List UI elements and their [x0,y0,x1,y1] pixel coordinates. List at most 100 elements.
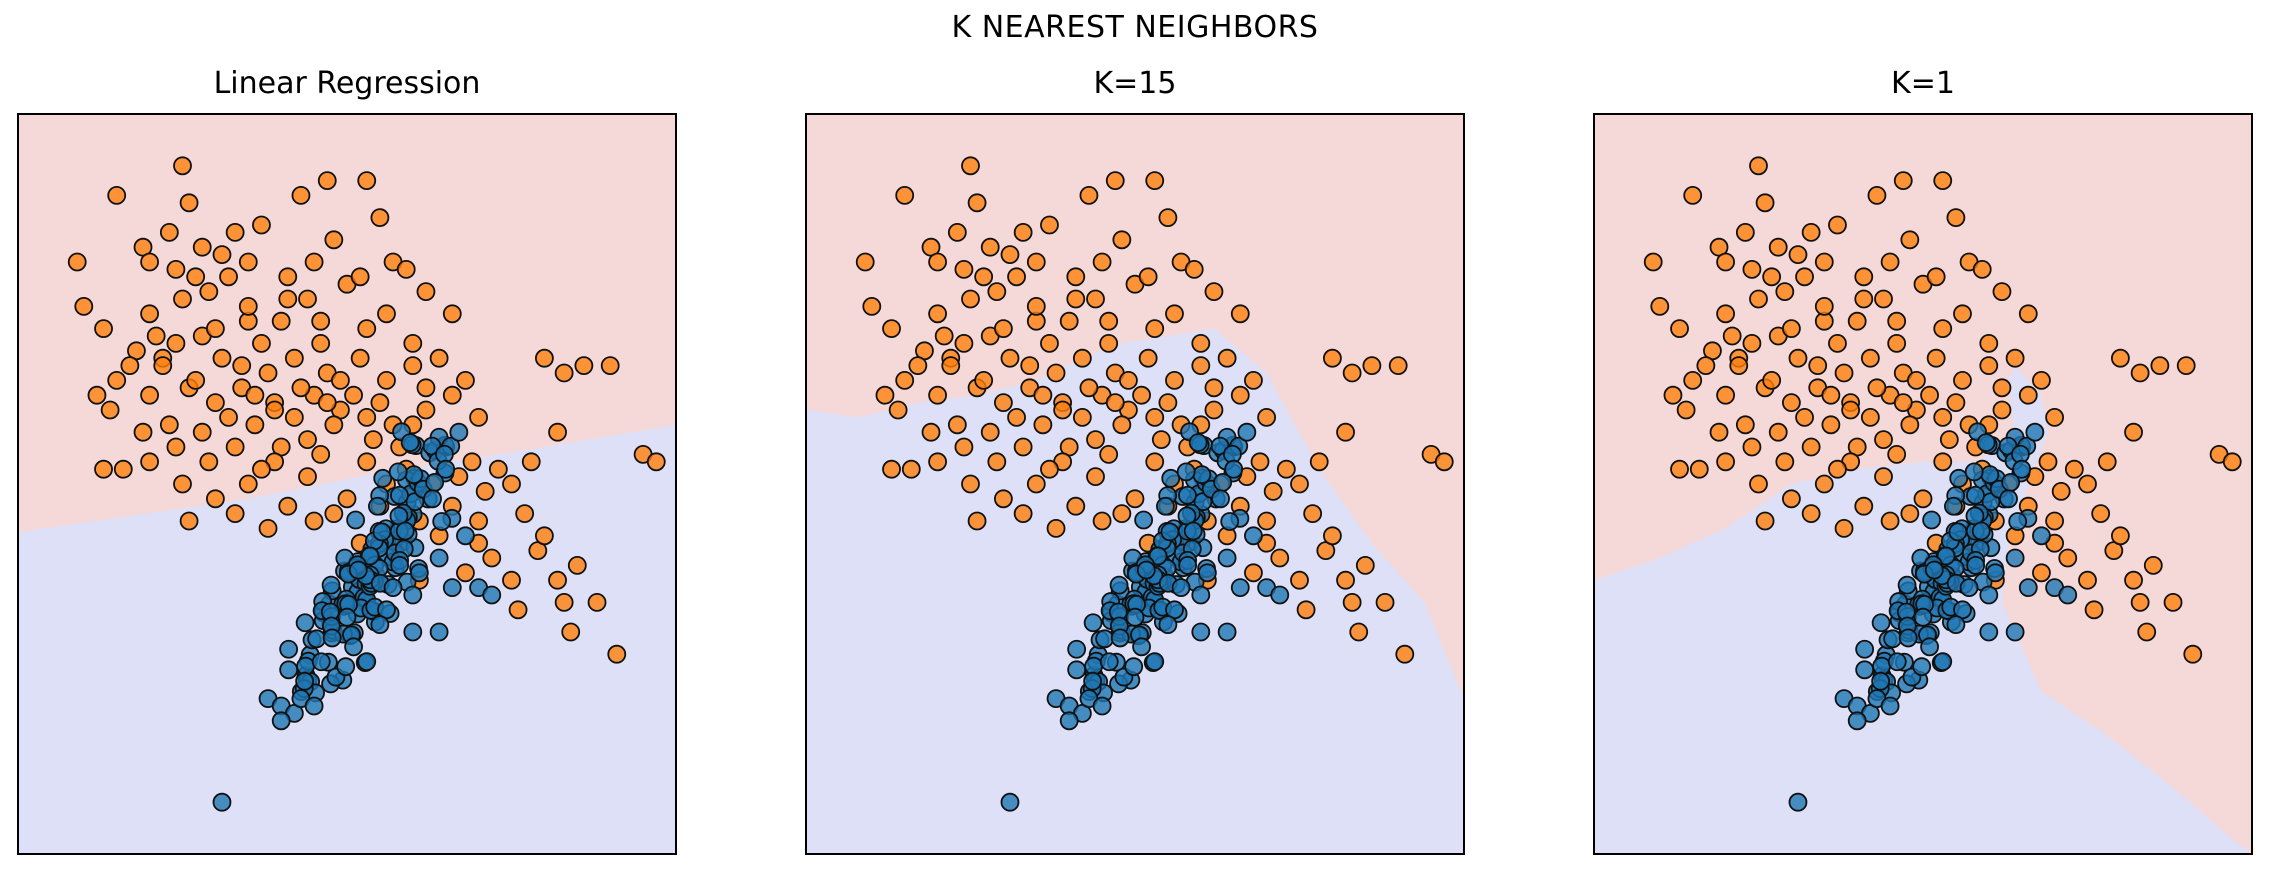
point-class-0 [403,585,423,605]
point-class-1 [1795,407,1814,427]
point-class-1 [1755,511,1775,531]
point-class-0 [1936,546,1956,566]
point-class-0 [1217,548,1237,568]
point-class-1 [646,452,666,472]
point-class-1 [298,289,317,309]
point-class-0 [1099,652,1119,672]
axes-frame [805,113,1465,855]
point-class-0 [1871,613,1891,633]
point-class-1 [994,489,1013,509]
point-class-1 [1979,333,1999,353]
point-class-1 [1204,282,1224,302]
point-class-0 [1944,496,1963,516]
point-class-1 [278,496,298,516]
point-class-1 [298,467,317,487]
point-class-1 [225,437,245,457]
point-class-1 [2018,304,2038,324]
point-class-1 [377,370,396,390]
point-class-1 [350,348,370,368]
point-class-0 [1059,711,1079,731]
point-class-1 [2032,370,2051,390]
panel-2 [805,113,1465,855]
point-class-1 [1788,348,1808,368]
point-class-1 [2110,526,2130,546]
point-class-1 [2064,459,2084,479]
point-class-0 [409,563,429,583]
point-class-0 [295,671,315,691]
point-class-0 [1083,613,1103,633]
point-class-1 [1920,385,1939,405]
point-class-1 [1092,252,1112,272]
point-class-1 [954,333,974,353]
point-class-1 [1670,319,1689,339]
point-class-1 [1742,437,1762,457]
point-class-0 [1158,615,1178,634]
point-class-0 [436,459,456,479]
point-class-1 [1336,422,1355,442]
point-class-1 [2078,474,2097,494]
point-class-1 [1670,459,1689,479]
point-class-1 [2084,600,2104,620]
point-class-1 [2032,563,2051,583]
point-class-1 [1290,570,1309,590]
panel-title-linear-regression: Linear Regression [213,66,481,101]
point-class-0 [390,556,410,575]
point-class-1 [2183,644,2203,664]
point-class-0 [1855,660,1875,680]
point-class-1 [140,452,160,472]
point-class-1 [1342,593,1362,612]
point-class-1 [1257,511,1276,531]
point-class-1 [311,333,331,353]
point-class-0 [1124,657,1144,677]
point-class-1 [1683,185,1703,205]
point-class-1 [1821,385,1841,405]
point-class-1 [357,407,377,427]
point-class-1 [179,511,199,531]
point-class-1 [238,474,258,494]
point-class-0 [368,496,387,516]
point-class-1 [1388,356,1408,376]
point-class-1 [1874,430,1893,450]
point-class-0 [1887,652,1907,672]
point-class-1 [337,489,357,509]
point-class-1 [1663,385,1683,405]
point-class-0 [1156,496,1175,516]
point-class-0 [1966,556,1986,575]
point-class-1 [1749,289,1768,309]
point-class-1 [1992,378,2012,398]
point-class-1 [1026,296,1046,316]
point-class-1 [882,319,901,339]
point-class-1 [921,422,941,442]
point-class-0 [1976,433,1996,453]
point-class-1 [1145,452,1165,472]
point-class-1 [1040,459,1059,479]
point-class-0 [1125,607,1145,627]
point-class-1 [2137,622,2157,642]
point-class-1 [1716,304,1735,324]
point-class-0 [346,510,366,530]
point-class-1 [1729,356,1749,376]
point-class-1 [1953,304,1972,324]
point-class-1 [265,400,285,420]
point-class-1 [1230,385,1250,405]
point-class-0 [1083,671,1103,691]
point-class-1 [212,245,232,265]
point-class-1 [1276,459,1296,479]
point-class-1 [133,422,153,442]
point-class-1 [482,548,502,568]
point-class-1 [1933,319,1953,339]
point-class-1 [1821,415,1841,435]
point-class-0 [1912,657,1932,677]
point-class-1 [1204,378,1224,398]
point-class-1 [219,407,238,427]
point-class-1 [1112,230,1132,250]
point-class-0 [1949,468,1969,488]
point-class-0 [321,575,341,595]
point-class-1 [974,370,994,390]
point-class-1 [1828,459,1847,479]
point-class-0 [482,585,502,605]
point-class-1 [1907,370,1926,390]
point-class-1 [2176,356,2196,376]
point-class-1 [882,459,901,479]
point-class-1 [278,289,298,309]
